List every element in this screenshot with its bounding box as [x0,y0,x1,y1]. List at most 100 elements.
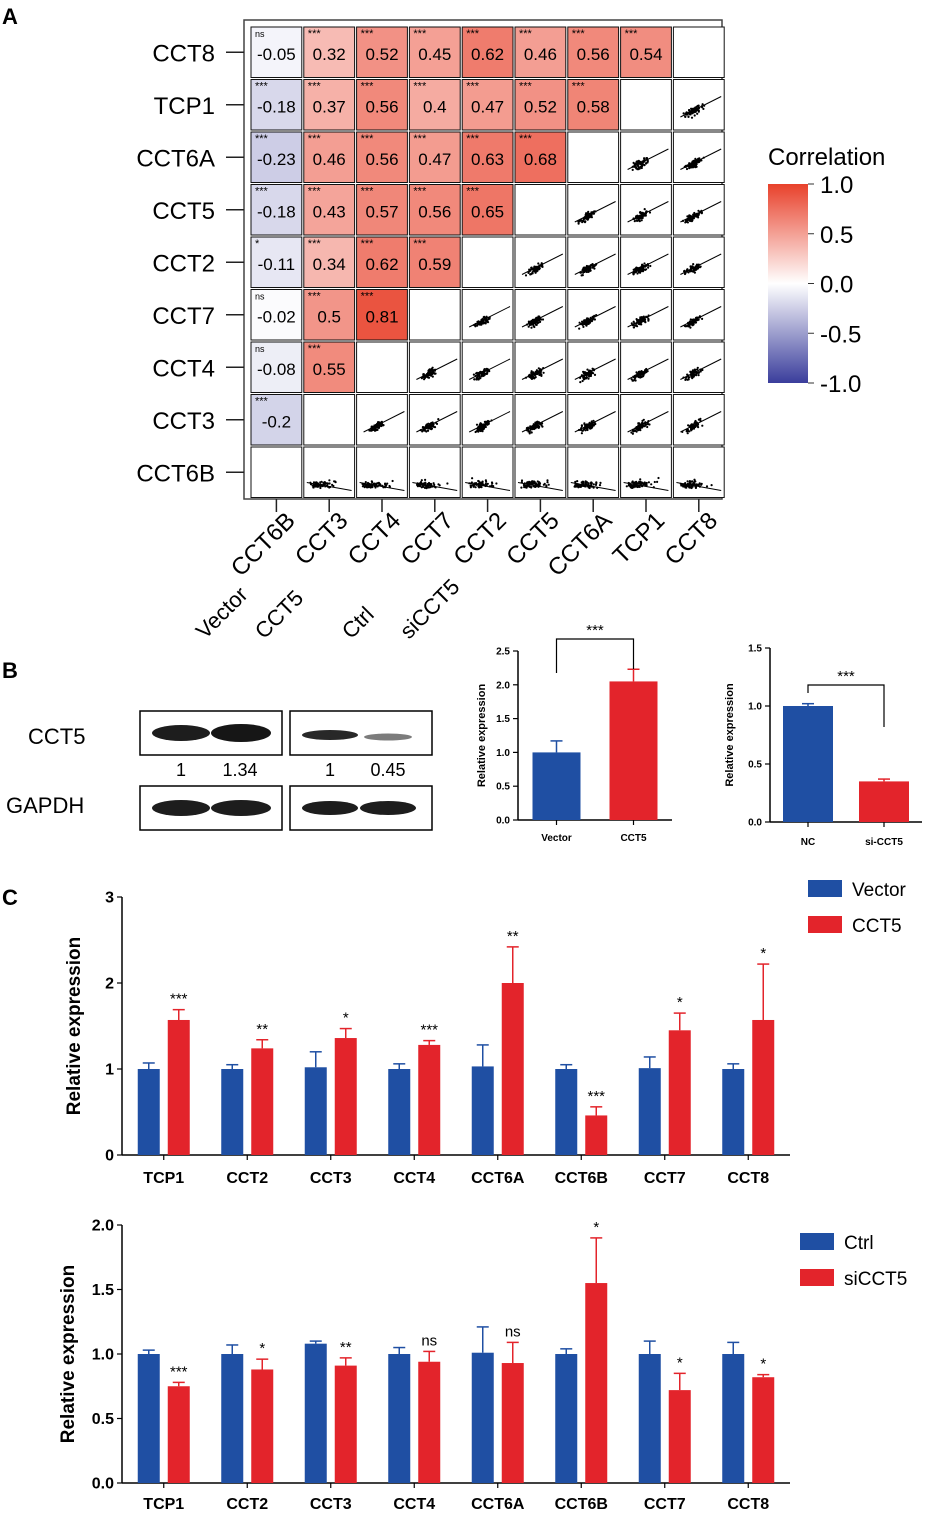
matrix-cell [514,131,567,183]
blot-row-label: GAPDH [6,793,84,818]
legend-title: Correlation [768,144,885,171]
scatter-point [691,160,694,163]
scatter-point [474,486,477,489]
matrix-cell [514,289,567,341]
scatter-point [641,419,644,422]
matrix-cell [461,236,514,288]
x-tick-label: CCT4 [393,1170,435,1187]
cell-correlation-value: 0.46 [313,150,346,169]
row-label: CCT3 [152,408,215,435]
bar [388,1354,411,1483]
scatter-point [486,423,489,426]
scatter-point [535,421,538,424]
bar [221,1354,244,1483]
bar [334,1038,357,1155]
scatter-point [640,269,643,272]
scatter-point [477,485,480,488]
cell-correlation-value: 0.56 [577,45,610,64]
cell-correlation-value: 0.65 [471,203,504,222]
regression-line [627,201,669,223]
scatter-point [322,482,325,485]
legend-swatch [808,916,842,933]
bar [471,1066,494,1155]
scatter-point [656,480,659,483]
scatter-point [591,425,594,429]
bar [722,1069,745,1155]
matrix-cell [620,79,672,131]
cell-significance: *** [361,291,375,303]
scatter-point [581,379,584,383]
x-tick-label: CCT8 [727,1496,769,1513]
bar [167,1386,190,1483]
matrix-cell [514,236,567,288]
cell-significance: *** [361,28,375,40]
scatter-point [695,374,698,377]
scatter-plot [521,253,564,277]
panel-label-c: C [2,885,18,910]
scatter-point [702,107,705,110]
scatter-point [589,372,592,375]
scatter-point [686,432,689,435]
scatter-point [640,375,643,379]
scatter-point [486,371,489,374]
scatter-point [525,427,529,430]
y-tick-label: 1.5 [496,714,510,725]
scatter-point [314,481,317,484]
scatter-point [482,322,485,325]
scatter-point [576,480,579,483]
scatter-point [696,371,699,374]
scatter-point [594,422,597,426]
bar [418,1044,441,1155]
scatter-point [641,163,645,166]
scatter-point [710,484,713,487]
matrix-cell [567,236,620,288]
y-tick-label: 1 [105,1062,114,1079]
scatter-plot [574,253,616,277]
scatter-point [328,479,331,482]
scatter-point [647,317,650,320]
scatter-point [632,485,635,488]
scatter-point [433,426,437,429]
scatter-point [529,428,532,431]
scatter-plot [680,148,722,171]
scatter-point [641,216,644,219]
significance-label: *** [586,622,604,639]
matrix-cell [250,289,303,341]
scatter-point [640,426,643,429]
matrix-cell [514,341,567,393]
scatter-point [432,371,435,375]
matrix-cell [356,341,408,393]
bar [585,1115,608,1155]
scatter-point [637,370,641,373]
matrix-cell [620,184,672,236]
regression-line [574,358,616,380]
bar [555,1354,578,1483]
scatter-point [373,429,377,432]
scatter-point [695,214,698,217]
scatter-point [474,325,477,328]
cell-significance: *** [308,291,322,303]
regression-line [521,306,564,328]
scatter-point [632,268,635,271]
scatter-point [692,481,695,484]
scatter-point [589,374,593,378]
legend-label: Ctrl [844,1233,874,1254]
scatter-plot [574,306,616,330]
matrix-cell [250,79,303,131]
regression-line [627,253,669,275]
scatter-point [690,220,694,223]
significance-label: *** [170,991,188,1008]
cell-correlation-value: 0.81 [365,308,398,327]
band-quantification: 1 [325,760,335,780]
scatter-point [334,480,337,483]
scatter-point [525,486,528,489]
scatter-point [638,422,641,425]
scatter-point [638,485,641,488]
significance-label: ns [505,1323,521,1340]
scatter-point [535,372,538,376]
bar [752,1019,775,1155]
scatter-point [630,431,633,434]
scatter-point [692,323,695,326]
cell-significance: *** [361,133,375,145]
scatter-plot [680,253,722,276]
